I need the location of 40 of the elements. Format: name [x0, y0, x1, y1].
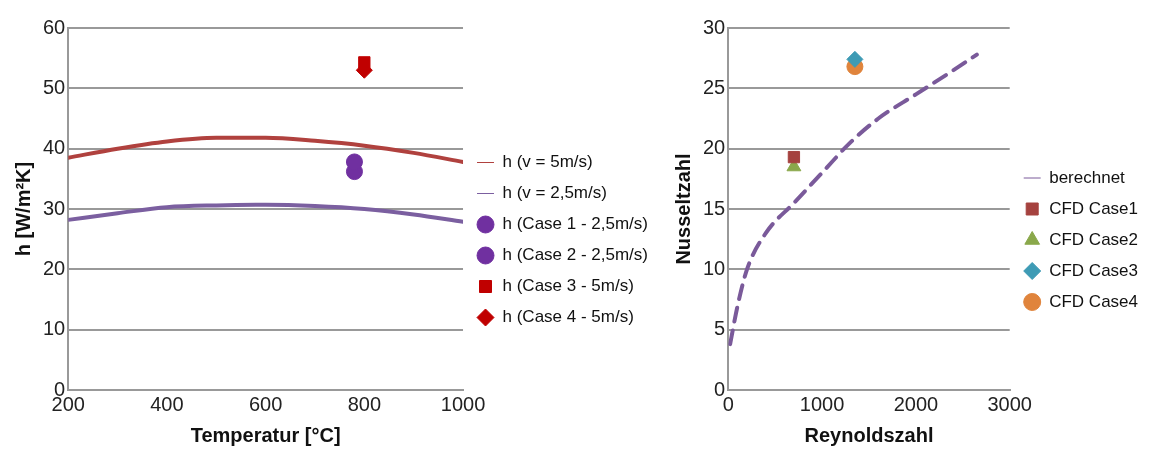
legend-label: h (Case 2 - 2,5m/s) — [502, 245, 649, 265]
x-tick-label: 1000 — [799, 392, 845, 415]
line-series — [68, 202, 464, 224]
legend-label: h (v = 2,5m/s) — [502, 183, 607, 203]
x-tick-label: 800 — [347, 392, 382, 415]
legend-label: CFD Case4 — [1049, 291, 1139, 311]
legend-label: CFD Case3 — [1049, 260, 1139, 280]
x-axis-title: Reynoldszahl — [804, 423, 934, 446]
y-tick-label: 10 — [43, 317, 66, 340]
point — [846, 50, 864, 68]
y-tick-label: 20 — [703, 136, 726, 159]
y-axis-title: h [W/m²K] — [11, 161, 34, 257]
point — [787, 150, 801, 164]
y-tick-label: 10 — [703, 256, 726, 279]
line-series — [68, 135, 464, 164]
legend-label: CFD Case2 — [1049, 229, 1139, 249]
x-tick-label: 400 — [150, 392, 184, 415]
y-tick-label: 30 — [43, 196, 66, 219]
legend-label: CFD Case1 — [1049, 198, 1139, 218]
y-tick-label: 20 — [43, 256, 66, 279]
y-tick-label: 25 — [703, 75, 726, 98]
y-tick-label: 30 — [703, 15, 726, 38]
legend-label: h (Case 1 - 2,5m/s) — [502, 214, 649, 234]
legend-label: h (Case 4 - 5m/s) — [502, 307, 634, 327]
y-tick-label: 50 — [43, 75, 66, 98]
x-tick-label: 3000 — [987, 392, 1032, 415]
y-tick-label: 60 — [43, 15, 66, 38]
x-tick-label: 600 — [248, 392, 283, 415]
y-axis-title: Nusseltzahl — [671, 153, 694, 265]
y-tick-label: 40 — [43, 136, 66, 159]
legend-label: berechnet — [1049, 167, 1126, 187]
y-tick-label: 5 — [714, 317, 726, 340]
x-tick-label: 2000 — [893, 392, 939, 415]
y-tick-label: 15 — [703, 196, 726, 219]
legend-label: h (v = 5m/s) — [502, 152, 593, 172]
x-axis-title: Temperatur [°C] — [190, 423, 341, 446]
point — [358, 56, 371, 69]
legend-label: h (Case 3 - 5m/s) — [502, 276, 634, 296]
x-tick-label: 1000 — [440, 392, 486, 415]
line-series — [728, 52, 979, 347]
